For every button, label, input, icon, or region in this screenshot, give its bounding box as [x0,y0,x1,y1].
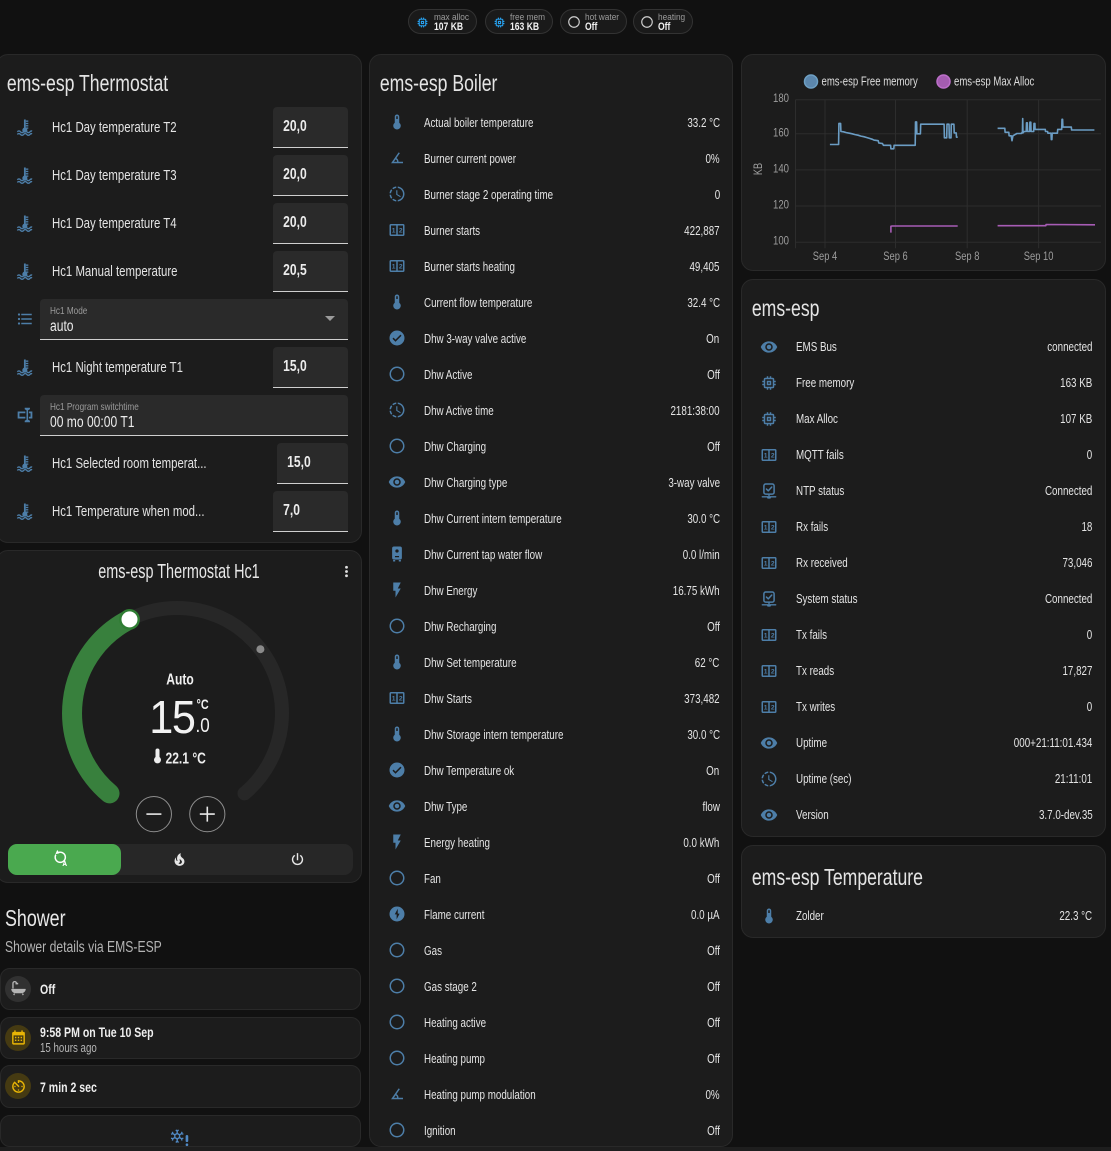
svg-text:Sep 10: Sep 10 [1023,250,1053,263]
svg-text:120: 120 [772,199,788,212]
svg-text:180: 180 [772,92,788,105]
svg-text:ems-esp Max Alloc: ems-esp Max Alloc [954,75,1035,89]
svg-text:22.1 °C: 22.1 °C [166,749,206,767]
svg-text:160: 160 [772,126,788,139]
svg-text:°C: °C [197,697,209,712]
svg-text:KB: KB [753,163,765,175]
svg-text:Auto: Auto [166,670,193,688]
svg-text:100: 100 [772,235,788,248]
svg-text:ems-esp Free memory: ems-esp Free memory [821,75,918,89]
svg-text:Sep 6: Sep 6 [883,250,907,263]
svg-text:15: 15 [149,693,194,743]
svg-text:Sep 4: Sep 4 [812,250,836,263]
svg-text:140: 140 [772,162,788,175]
svg-text:Sep 8: Sep 8 [954,250,978,263]
svg-text:.0: .0 [196,714,210,737]
